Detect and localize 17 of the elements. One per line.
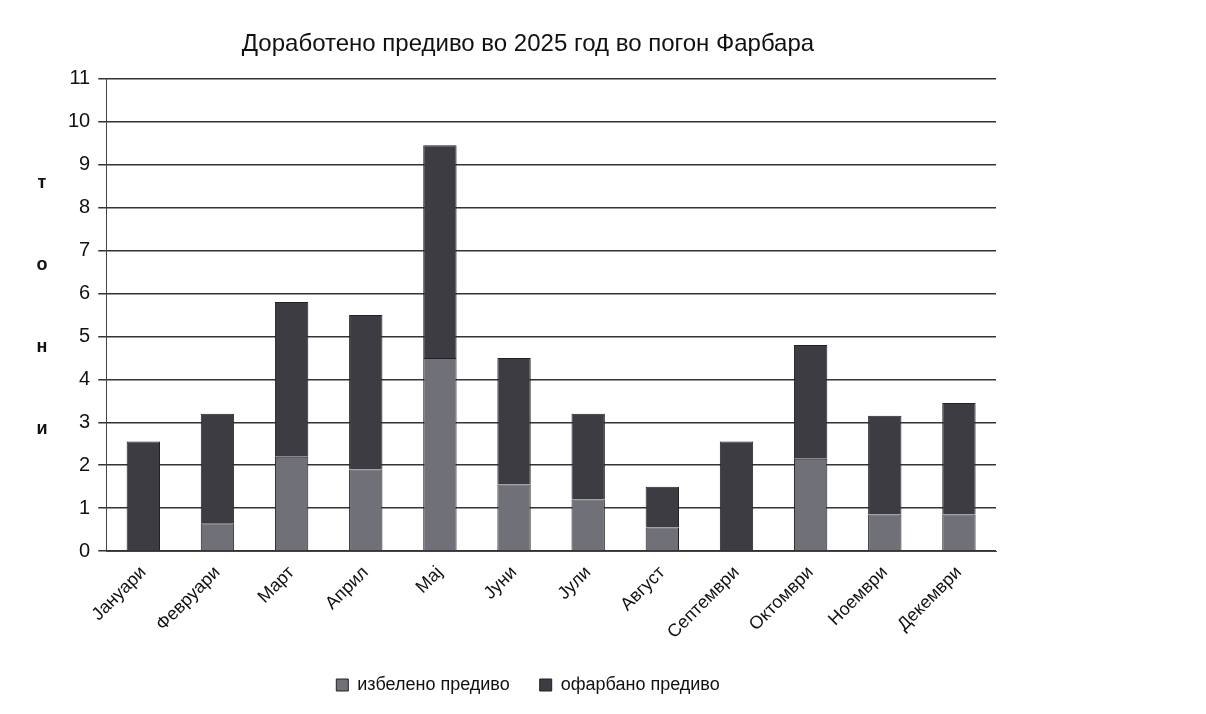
y-tick-label: 3: [79, 409, 91, 432]
y-tick-label: 8: [79, 195, 91, 218]
y-axis-title: тони: [32, 172, 52, 500]
y-tick-label: 11: [69, 66, 91, 89]
y-tick-label: 10: [68, 109, 91, 132]
legend-label: избелено предиво: [357, 673, 510, 694]
y-tick-label: 9: [79, 152, 91, 175]
y-tick-label: 2: [79, 452, 91, 475]
y-tick-label: 7: [79, 238, 91, 261]
legend-label: офарбано предиво: [560, 673, 720, 694]
y-tick-label: 4: [79, 366, 91, 389]
chart-title: Доработено предиво во 2025 год во погон Фарбара: [241, 29, 815, 57]
y-tick-label: 5: [79, 323, 91, 346]
y-tick-label: 0: [79, 538, 91, 561]
y-tick-label: 1: [79, 495, 91, 518]
x-tick-label: Мај: [411, 561, 447, 597]
y-tick-label: 6: [79, 281, 91, 303]
